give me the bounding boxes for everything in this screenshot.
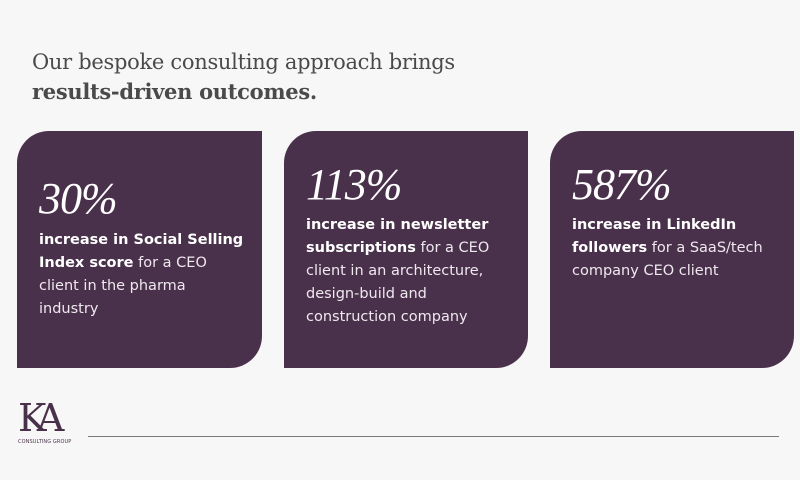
company-logo: KA CONSULTING GROUP bbox=[18, 396, 73, 448]
stat-card-linkedin: 587% increase in LinkedIn followers for … bbox=[550, 131, 794, 368]
stat-value: 587% bbox=[572, 160, 672, 209]
headline: Our bespoke consulting approach brings r… bbox=[32, 48, 455, 106]
headline-line-1: Our bespoke consulting approach brings bbox=[32, 50, 455, 74]
stat-card-newsletter: 113% increase in newsletter subscription… bbox=[284, 131, 528, 368]
logo-mark: KA bbox=[18, 396, 64, 440]
headline-line-2: results-driven outcomes. bbox=[32, 79, 317, 104]
stat-card-social-selling: 30% increase in Social Selling Index sco… bbox=[17, 131, 262, 368]
stat-value: 30% bbox=[39, 174, 118, 223]
stat-description-rest: for a CEO client in an architecture, des… bbox=[306, 240, 490, 325]
stat-description-bold: increase in LinkedIn followers bbox=[572, 217, 737, 256]
footer-divider bbox=[88, 436, 779, 437]
stat-value: 113% bbox=[306, 160, 402, 209]
stat-description: increase in Social Selling Index score f… bbox=[39, 229, 248, 321]
stat-description-rest: for a SaaS/tech company CEO client bbox=[572, 240, 763, 279]
stat-description-bold: increase in newsletter subscriptions bbox=[306, 217, 489, 256]
stat-description: increase in LinkedIn followers for a Saa… bbox=[572, 214, 780, 283]
stat-description-bold: increase in Social Selling Index score bbox=[39, 232, 244, 271]
logo-subtitle: CONSULTING GROUP bbox=[18, 439, 72, 445]
stat-description-rest: for a CEO client in the pharma industry bbox=[39, 255, 207, 317]
stat-description: increase in newsletter subscriptions for… bbox=[306, 214, 514, 329]
